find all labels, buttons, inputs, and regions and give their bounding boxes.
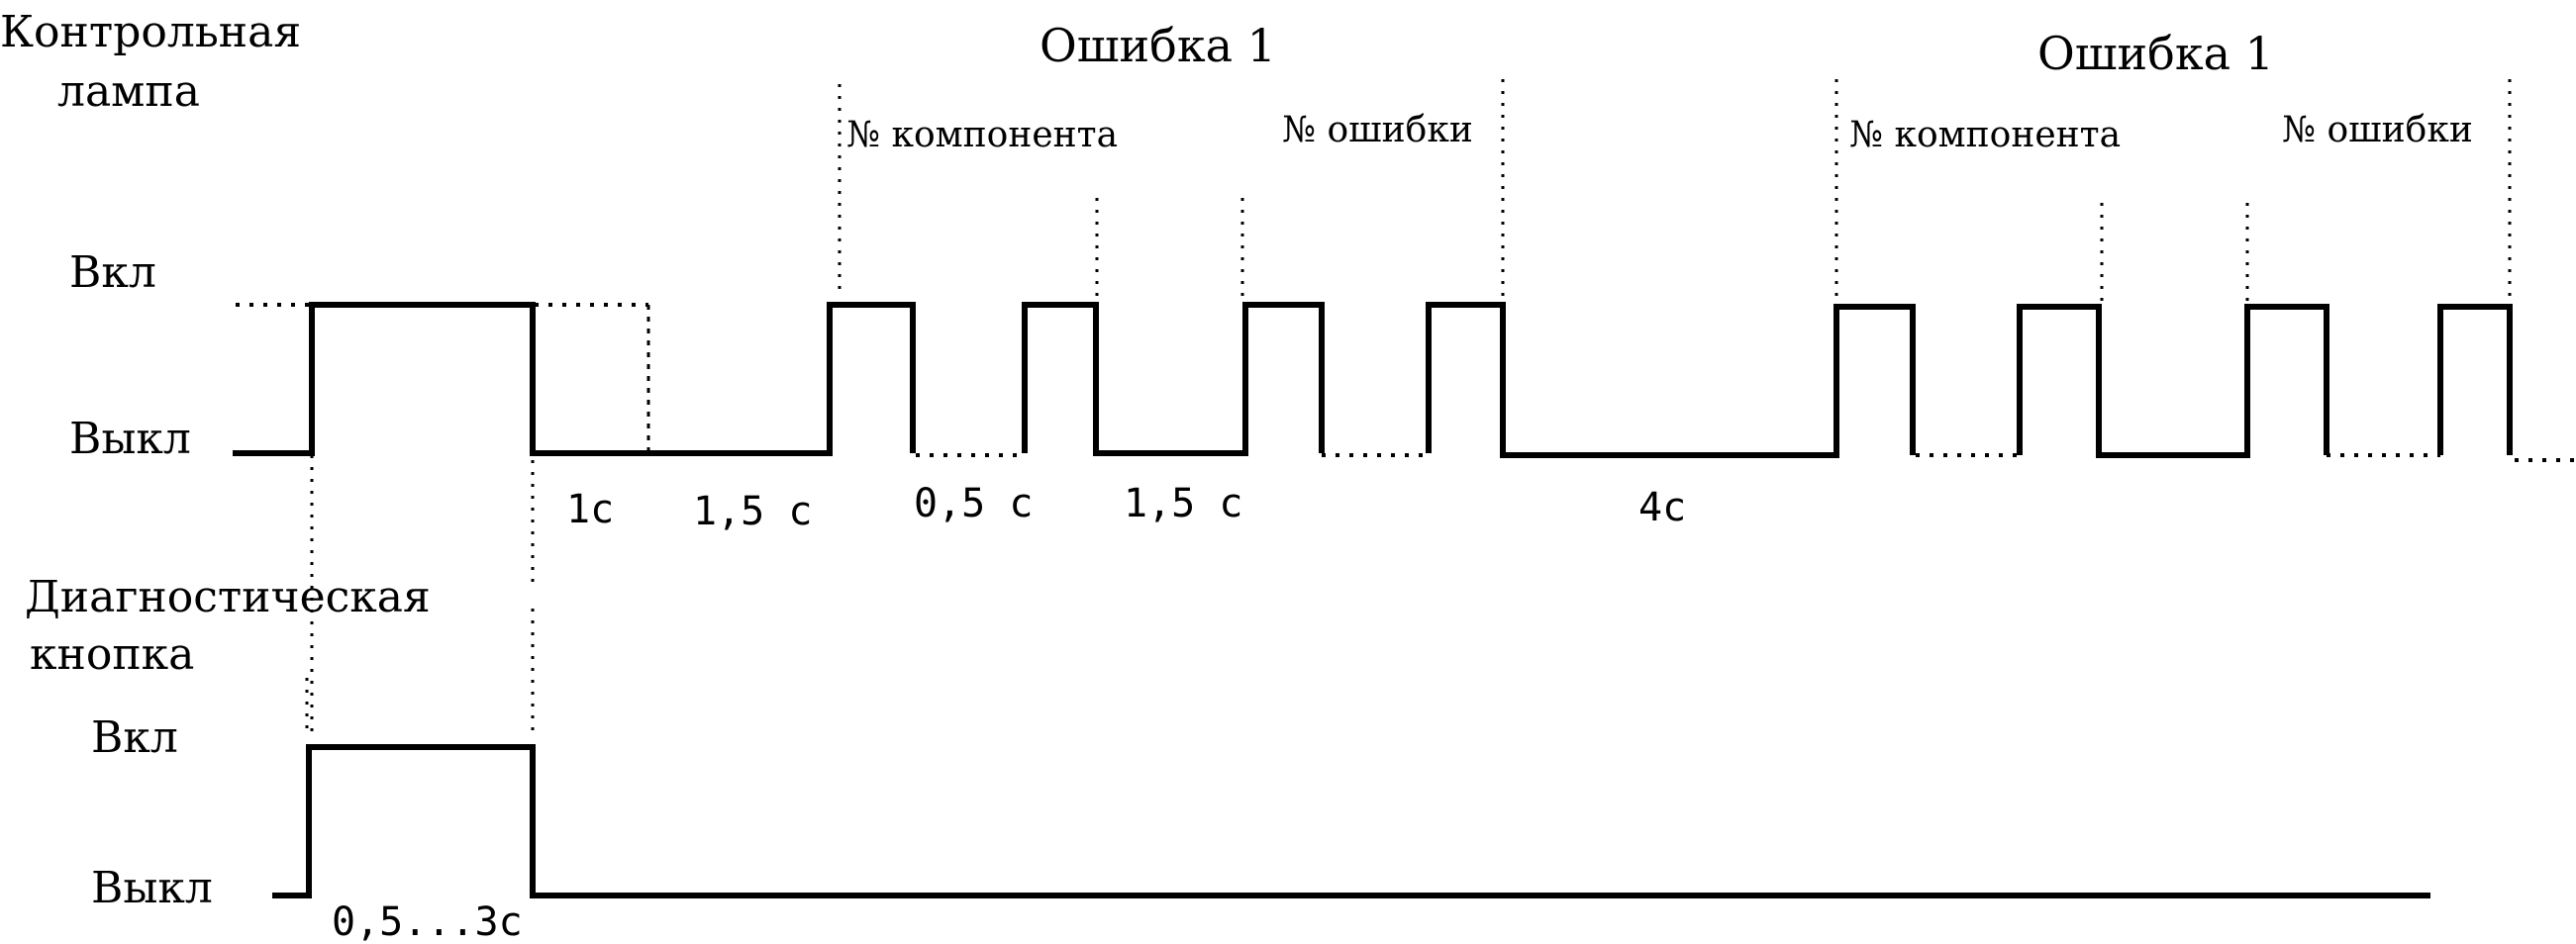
error-group-2-title: Ошибка 1 — [2037, 27, 2274, 80]
lamp-signal — [233, 302, 2513, 458]
button-row-labels: Диагностическая кнопка Вкл Выкл — [25, 572, 431, 913]
duration-code-repeat: 4с — [1638, 485, 1686, 530]
error-group-2-error-label: № ошибки — [2282, 110, 2473, 150]
button-on-label: Вкл — [91, 712, 178, 763]
error-group-1-component-label: № компонента — [846, 115, 1118, 155]
error-group-1: Ошибка 1 № компонента № ошибки — [846, 19, 1473, 155]
button-signal — [272, 744, 2430, 898]
duration-after-press: 1с — [566, 487, 614, 532]
button-title-line1: Диагностическая — [25, 572, 431, 622]
lamp-guides — [236, 303, 2576, 462]
error-group-1-title: Ошибка 1 — [1040, 19, 1276, 72]
duration-digit-gap: 1,5 с — [1124, 481, 1242, 526]
duration-pulse-gap: 0,5 с — [914, 481, 1033, 526]
vertical-markers — [305, 79, 2512, 737]
error-group-2: Ошибка 1 № компонента № ошибки — [1849, 27, 2473, 155]
button-off-label: Выкл — [91, 863, 213, 913]
button-title-line2: кнопка — [30, 629, 194, 680]
lamp-title-line2: лампа — [57, 66, 200, 117]
error-group-2-component-label: № компонента — [1849, 115, 2121, 155]
duration-before-code: 1,5 с — [693, 489, 812, 534]
error-group-1-error-label: № ошибки — [1282, 110, 1473, 150]
duration-button-press: 0,5...3с — [332, 899, 523, 944]
lamp-on-label: Вкл — [69, 247, 156, 298]
lamp-row-labels: Контрольная лампа Вкл Выкл — [0, 7, 301, 464]
lamp-off-label: Выкл — [69, 414, 191, 464]
lamp-title-line1: Контрольная — [0, 7, 301, 57]
duration-labels: 1с 1,5 с 0,5 с 1,5 с 4с 0,5...3с — [332, 481, 1686, 944]
